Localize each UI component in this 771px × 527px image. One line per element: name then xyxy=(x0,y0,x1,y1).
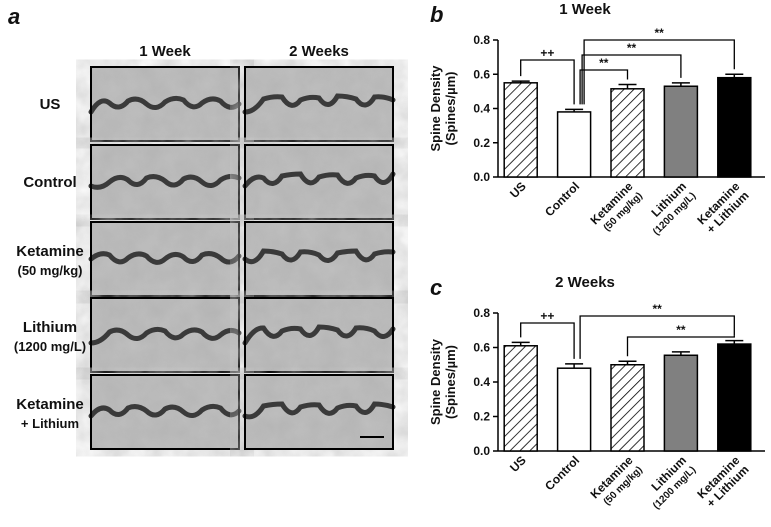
dendrite xyxy=(88,403,242,419)
micrograph-border xyxy=(244,221,394,297)
row-label: (50 mg/kg) xyxy=(17,263,82,278)
significance-label: ++ xyxy=(540,46,554,60)
panel-label: b xyxy=(430,2,443,27)
dendrite xyxy=(88,173,242,190)
y-tick-label: 0.4 xyxy=(473,375,490,389)
significance-bracket xyxy=(626,335,735,357)
y-axis-label: Spine Density xyxy=(428,338,443,425)
significance-bracket xyxy=(579,69,629,105)
row-label: (1200 mg/L) xyxy=(14,339,86,354)
y-axis-label: (Spines/µm) xyxy=(443,345,458,419)
y-tick-label: 0.6 xyxy=(473,341,490,355)
significance-label: ** xyxy=(655,26,665,40)
row-label: + Lithium xyxy=(21,416,79,431)
y-axis-label: (Spines/µm) xyxy=(443,72,458,146)
micrograph-border xyxy=(90,66,240,142)
significance-bracket xyxy=(581,54,682,105)
y-tick-label: 0.2 xyxy=(473,410,490,424)
y-tick-label: 0.2 xyxy=(473,136,490,150)
micrograph-border xyxy=(244,297,394,373)
chart-title: 1 Week xyxy=(559,1,611,18)
row-label: US xyxy=(40,96,61,113)
column-header: 1 Week xyxy=(139,43,191,60)
bar xyxy=(610,88,645,178)
micrographs xyxy=(88,66,396,450)
dendrite xyxy=(242,401,396,420)
bar xyxy=(717,343,752,452)
row-label: Ketamine xyxy=(16,243,84,260)
y-tick-label: 0.4 xyxy=(473,102,490,116)
y-tick-label: 0.8 xyxy=(473,306,490,320)
dendrite xyxy=(242,248,396,265)
column-header: 2 Weeks xyxy=(289,43,349,60)
panel-label: a xyxy=(8,4,20,29)
bar xyxy=(717,76,752,178)
row-label: Lithium xyxy=(23,319,77,336)
significance-label: ** xyxy=(599,56,609,70)
significance-label: ** xyxy=(653,302,663,316)
y-tick-label: 0.0 xyxy=(473,444,490,458)
bar xyxy=(663,85,699,178)
micrograph-border xyxy=(90,221,240,297)
significance-bracket xyxy=(520,59,575,105)
bar xyxy=(556,111,592,178)
panel-label: c xyxy=(430,275,442,300)
dendrite xyxy=(88,95,242,115)
x-tick-label: US xyxy=(507,179,529,201)
y-axis-label: Spine Density xyxy=(428,65,443,152)
bar xyxy=(663,354,699,452)
dendrite xyxy=(88,326,242,346)
dendrite xyxy=(242,93,396,115)
significance-bracket xyxy=(520,322,575,359)
micrograph-border xyxy=(244,66,394,142)
chart-title: 2 Weeks xyxy=(555,274,615,291)
micrograph-border xyxy=(244,374,394,450)
significance-bracket xyxy=(579,315,735,359)
dendrite xyxy=(242,171,396,189)
significance-label: ** xyxy=(627,41,637,55)
significance-label: ++ xyxy=(540,309,554,323)
significance-bracket xyxy=(583,39,735,105)
row-label: Control xyxy=(23,174,76,191)
bar xyxy=(610,364,645,452)
row-label: Ketamine xyxy=(16,396,84,413)
y-tick-label: 0.8 xyxy=(473,33,490,47)
bar xyxy=(503,345,538,452)
x-tick-label: Control xyxy=(542,179,582,219)
micrograph-border xyxy=(90,374,240,450)
significance-label: ** xyxy=(676,323,686,337)
y-tick-label: 0.6 xyxy=(473,67,490,81)
micrograph-border xyxy=(90,297,240,373)
dendrite xyxy=(242,324,396,346)
micrograph-texture xyxy=(91,298,239,372)
micrograph-border xyxy=(244,144,394,220)
y-tick-label: 0.0 xyxy=(473,170,490,184)
micrograph-border xyxy=(90,144,240,220)
x-tick-label: Control xyxy=(542,453,582,493)
bar xyxy=(503,82,538,178)
dendrite xyxy=(88,251,242,265)
x-tick-label: US xyxy=(507,453,529,475)
bar xyxy=(556,367,592,452)
